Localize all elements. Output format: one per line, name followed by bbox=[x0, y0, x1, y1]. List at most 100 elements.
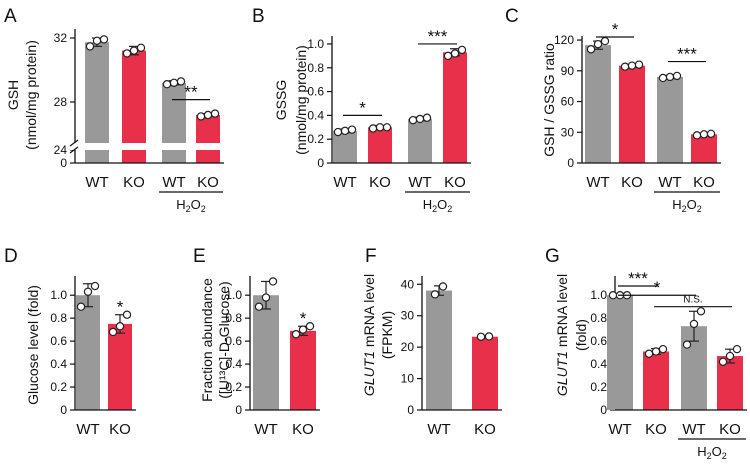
data-point bbox=[484, 332, 494, 341]
data-point bbox=[658, 344, 668, 354]
data-point bbox=[457, 45, 467, 55]
data-point bbox=[375, 123, 385, 132]
y-tick-label: 32 bbox=[54, 31, 68, 45]
data-point bbox=[162, 79, 172, 89]
data-point bbox=[136, 43, 146, 53]
y-tick-label: 24 bbox=[54, 143, 68, 157]
bar bbox=[643, 351, 669, 410]
data-point bbox=[600, 36, 610, 46]
data-point bbox=[254, 302, 264, 311]
data-point bbox=[732, 344, 742, 354]
y-tick-label: 0.4 bbox=[307, 108, 324, 122]
panel-e: E 0 0.2 0.4 0.6 0.8 1.0 WT KO * Fraction abundance… bbox=[193, 246, 320, 438]
y-tick-label: 0 bbox=[235, 403, 242, 417]
x-category-label: KO bbox=[109, 421, 131, 438]
data-point bbox=[658, 73, 668, 83]
x-category-label: WT bbox=[658, 174, 681, 191]
data-point bbox=[382, 123, 392, 132]
significance-label: * bbox=[117, 298, 124, 317]
bar bbox=[253, 295, 279, 410]
y-tick-label: 0.2 bbox=[225, 380, 242, 394]
y-tick-label: 0 bbox=[407, 403, 414, 417]
x-category-label: KO bbox=[197, 174, 219, 191]
x-category-label: KO bbox=[719, 421, 741, 438]
bar bbox=[408, 118, 432, 163]
panel-letter: C bbox=[505, 6, 519, 27]
y-tick-label: 1.0 bbox=[307, 37, 324, 51]
bar bbox=[85, 42, 109, 164]
data-point bbox=[450, 49, 460, 58]
y-tick-label: 0 bbox=[60, 156, 67, 170]
data-point bbox=[176, 77, 186, 86]
data-point bbox=[672, 71, 682, 81]
data-point bbox=[196, 112, 206, 121]
data-point bbox=[368, 124, 378, 133]
y-axis-label: GSH / GSSG ratio bbox=[541, 43, 557, 157]
group-label: H2O2 bbox=[697, 444, 727, 461]
x-category-label: WT bbox=[608, 421, 631, 438]
x-category-label: WT bbox=[586, 174, 609, 191]
y-axis-sublabel: (nmol/mg protein) bbox=[23, 40, 39, 150]
y-axis-label: Fraction abundance bbox=[199, 278, 215, 402]
significance-label: * bbox=[300, 309, 307, 328]
bar bbox=[108, 323, 132, 410]
data-point bbox=[593, 39, 603, 49]
y-tick-label: 120 bbox=[554, 33, 574, 47]
axis-break-mark bbox=[69, 146, 79, 154]
x-category-label: WT bbox=[85, 174, 108, 191]
data-point bbox=[706, 129, 716, 138]
data-point bbox=[291, 330, 301, 339]
y-axis-label: GLUT1 mRNA level bbox=[554, 274, 570, 396]
y-tick-label: 0.8 bbox=[225, 311, 242, 325]
y-tick-label: 20 bbox=[401, 340, 415, 354]
x-category-label: KO bbox=[369, 174, 391, 191]
panel-a: A 024 28 32 WT KO WT KO H2O2 ** GSH (nmol/mg protei… bbox=[4, 6, 224, 214]
y-tick-label: 0.8 bbox=[590, 311, 607, 325]
x-category-label: WT bbox=[76, 421, 99, 438]
bar bbox=[585, 45, 611, 163]
y-tick-label: 90 bbox=[561, 64, 575, 78]
y-axis-label: GSH bbox=[5, 80, 21, 110]
data-point bbox=[340, 126, 350, 136]
y-tick-label: 60 bbox=[561, 95, 575, 109]
y-axis-sublabel: (FPKM) bbox=[379, 311, 395, 359]
panel-f: F 0 10 20 30 40 WT KO GLUT1 mRNA level (FPKM) bbox=[361, 246, 502, 438]
x-category-label: KO bbox=[474, 421, 496, 438]
group-label: H2O2 bbox=[423, 197, 453, 214]
y-axis-sublabel: ([U¹³C]-D-Glucose) bbox=[216, 281, 232, 398]
panel-letter: A bbox=[4, 6, 17, 27]
x-category-label: KO bbox=[292, 421, 314, 438]
data-point bbox=[76, 302, 86, 311]
data-point bbox=[347, 125, 357, 134]
x-category-label: WT bbox=[408, 174, 431, 191]
data-point bbox=[122, 310, 132, 319]
x-category-label: KO bbox=[693, 174, 715, 191]
data-point bbox=[627, 61, 637, 70]
panel-letter: B bbox=[252, 6, 265, 27]
y-tick-label: 30 bbox=[401, 309, 415, 323]
bar bbox=[290, 330, 316, 410]
y-tick-label: 0.4 bbox=[225, 357, 242, 371]
bar bbox=[657, 76, 683, 163]
y-tick-label: 1.0 bbox=[50, 288, 67, 302]
bar bbox=[443, 52, 467, 163]
significance-label: * bbox=[612, 20, 619, 39]
y-tick-label: 0 bbox=[317, 156, 324, 170]
data-point bbox=[305, 322, 315, 331]
data-point bbox=[268, 277, 278, 286]
x-category-label: KO bbox=[444, 174, 466, 191]
x-category-label: WT bbox=[427, 421, 450, 438]
data-point bbox=[644, 349, 654, 358]
y-tick-label: 0.2 bbox=[50, 380, 67, 394]
data-point bbox=[725, 351, 735, 361]
y-tick-label: 0.8 bbox=[50, 311, 67, 325]
bar bbox=[472, 336, 498, 410]
data-point bbox=[298, 325, 308, 334]
y-tick-label: 28 bbox=[54, 95, 68, 109]
data-point bbox=[85, 42, 95, 51]
data-point bbox=[586, 45, 596, 54]
significance-label: *** bbox=[677, 45, 697, 64]
y-axis-label: Glucose level (fold) bbox=[25, 285, 41, 405]
